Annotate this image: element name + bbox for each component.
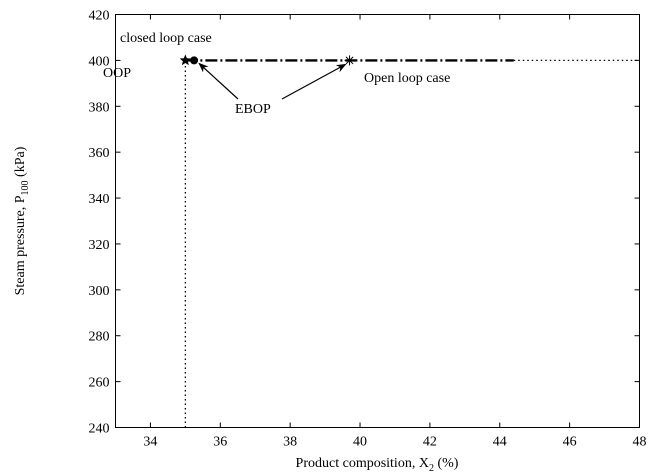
annotation-closed-loop-case: closed loop case: [120, 31, 212, 46]
x-tick-label-5: 44: [493, 435, 507, 450]
x-axis-label-main: Product composition, X: [296, 456, 429, 471]
axis-ticks: 34 36 38 40 42 44 46 48 240 260 280 300 320 340 360 380…: [89, 9, 647, 450]
x-axis-label: Product composition, X2 (%): [296, 456, 459, 473]
x-tick-label-7: 48: [633, 435, 647, 450]
x-axis-label-sub: 2: [429, 463, 434, 473]
y-tick-label-1: 260: [89, 376, 110, 391]
plot-frame: [115, 14, 640, 428]
y-axis-label-main: Steam pressure, P: [13, 195, 28, 295]
y-axis-label-unit: (kPa): [13, 146, 28, 180]
arrow-ebop-to-dot: [198, 62, 239, 100]
y-axis-label-sub: 100: [20, 180, 31, 195]
annotation-arrows: [198, 62, 347, 100]
x-tick-label-0: 34: [143, 435, 157, 450]
annotation-ebop: EBOP: [235, 102, 271, 117]
y-tick-label-0: 240: [89, 422, 110, 437]
y-tick-label-2: 280: [89, 330, 110, 345]
y-tick-label-5: 340: [89, 192, 110, 207]
x-tick-label-3: 40: [353, 435, 367, 450]
y-tick-label-7: 380: [89, 100, 110, 115]
y-tick-label-6: 360: [89, 146, 110, 161]
point-ebop-dot: [190, 56, 199, 65]
y-tick-label-9: 420: [89, 9, 110, 24]
points-group: [179, 54, 355, 66]
x-axis-label-unit: (%): [434, 456, 459, 471]
point-asterisk-2: [344, 55, 355, 66]
y-axis-label: Steam pressure, P100 (kPa): [13, 146, 31, 295]
x-tick-label-1: 36: [213, 435, 227, 450]
asterisk-stroke-3: [345, 56, 354, 65]
annotation-open-loop-case: Open loop case: [364, 71, 450, 86]
x-tick-label-2: 38: [283, 435, 297, 450]
y-tick-label-3: 300: [89, 284, 110, 299]
x-tick-label-6: 46: [563, 435, 577, 450]
x-tick-label-4: 42: [423, 435, 437, 450]
y-tick-label-4: 320: [89, 238, 110, 253]
annotation-oop: OOP: [103, 66, 131, 81]
y-tick-label-8: 400: [89, 54, 110, 69]
point-oop-star: [179, 54, 192, 66]
arrow-ebop-to-asterisk: [281, 63, 347, 100]
